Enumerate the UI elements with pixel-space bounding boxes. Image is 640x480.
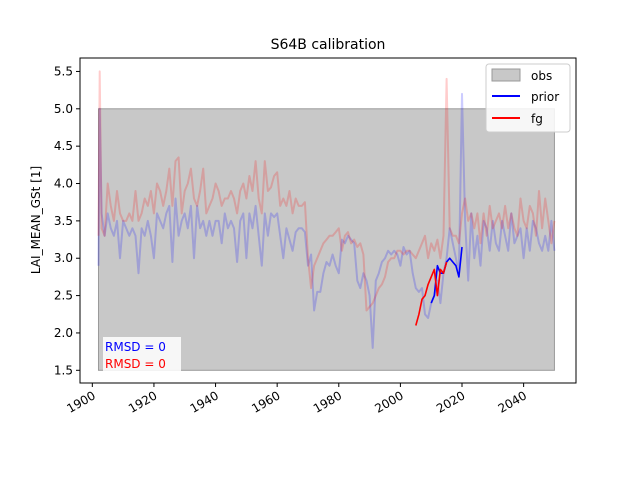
- legend-prior-label: prior: [531, 90, 559, 104]
- y-tick-label: 3.5: [54, 214, 73, 228]
- chart-title: S64B calibration: [271, 37, 386, 53]
- y-tick-label: 2.5: [54, 289, 73, 303]
- rmsd-prior-annotation: RMSD = 0: [105, 340, 166, 354]
- y-tick-label: 4.0: [54, 177, 73, 191]
- y-tick-label: 3.0: [54, 251, 73, 265]
- series-prior-faint-line: [97, 92, 556, 349]
- y-tick-label: 1.5: [54, 363, 73, 377]
- y-tick-label: 5.0: [54, 102, 73, 116]
- plot-layer: [97, 70, 556, 371]
- obs-band: [97, 108, 555, 371]
- legend-fg-label: fg: [531, 112, 543, 126]
- legend: obs prior fg: [485, 63, 571, 133]
- series-fg-faint-line: [97, 70, 556, 312]
- annotation-background: [103, 337, 181, 371]
- legend-obs-label: obs: [531, 69, 552, 83]
- rmsd-fg-annotation: RMSD = 0: [105, 357, 166, 371]
- y-tick-label: 2.0: [54, 326, 73, 340]
- rmsd-annotations: RMSD = 0 RMSD = 0: [103, 337, 181, 371]
- y-axis: 1.5 2.0 2.5 3.0 3.5 4.0 4.5 5.0 5.5: [54, 64, 80, 377]
- legend-obs-swatch: [491, 68, 521, 82]
- y-axis-label: LAI_MEAN_GSt [1]: [29, 166, 43, 274]
- series-fg-solid-line: [415, 261, 448, 326]
- y-tick-label: 5.5: [54, 64, 73, 78]
- y-tick-label: 4.5: [54, 139, 73, 153]
